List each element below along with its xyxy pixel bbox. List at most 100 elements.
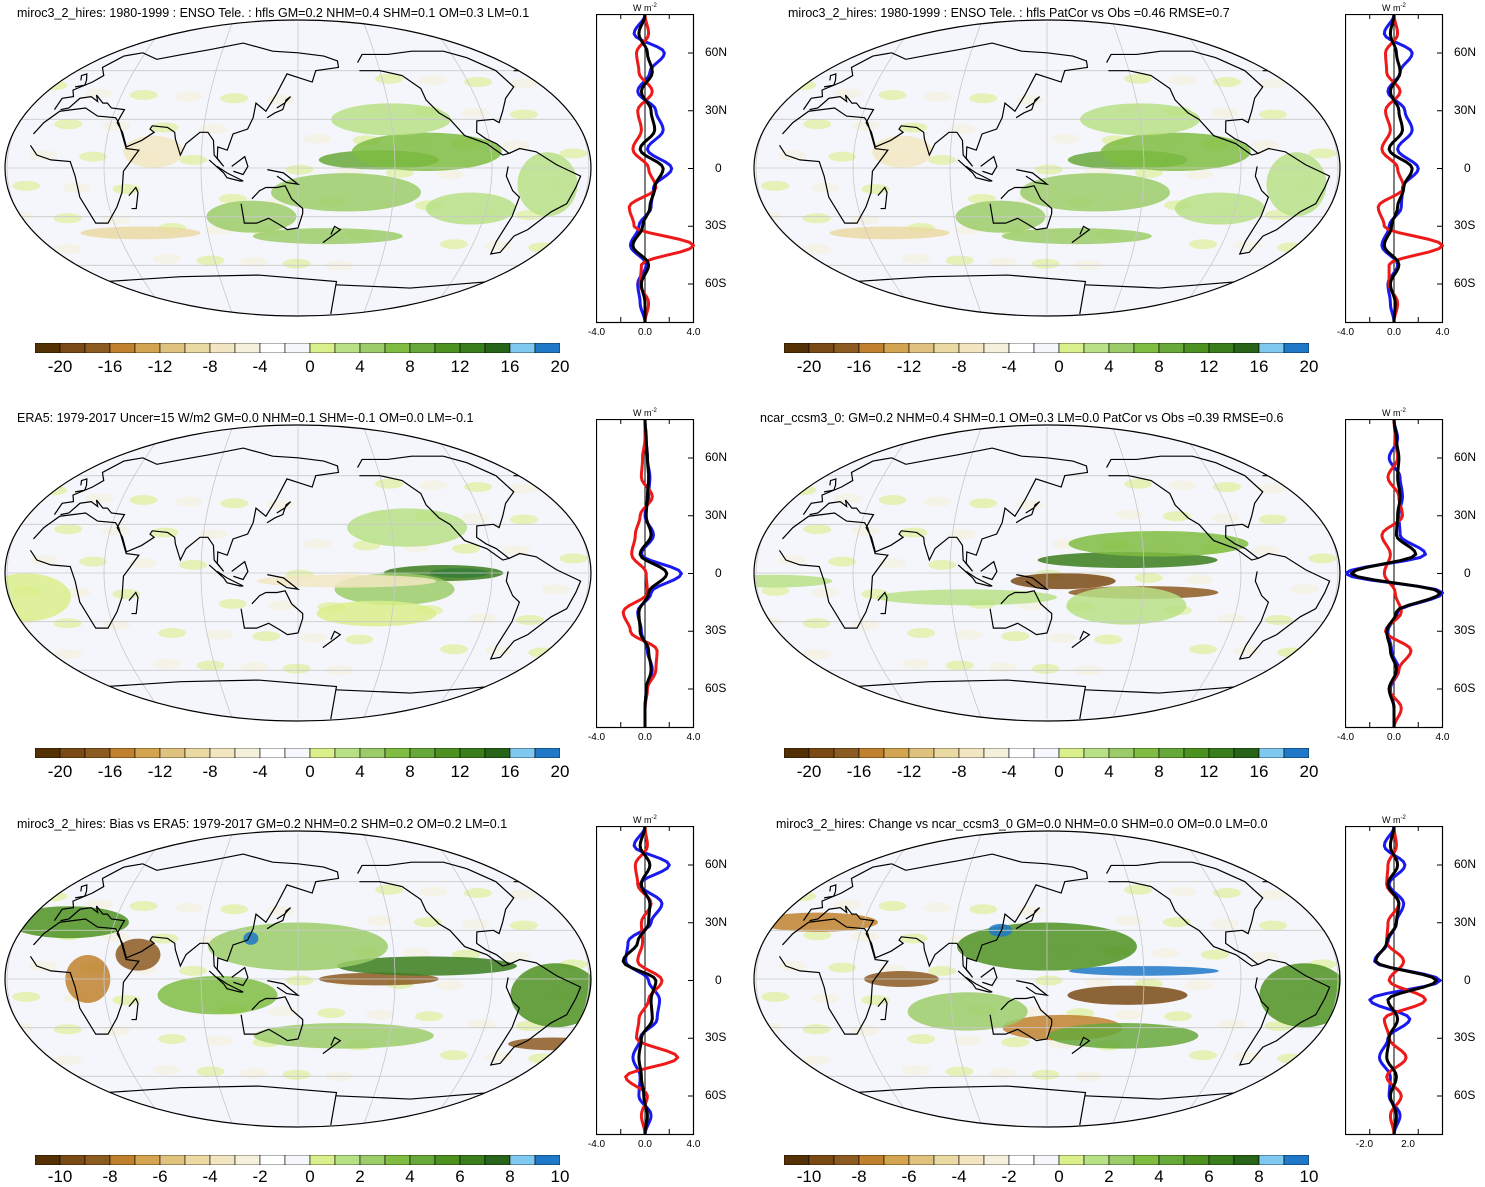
colorbar-swatch <box>958 342 985 354</box>
anomaly-patch <box>928 559 957 570</box>
colorbar-swatch <box>1258 1154 1285 1166</box>
anomaly-patch <box>198 124 227 135</box>
colorbar-swatch <box>883 342 910 354</box>
coastline <box>877 591 888 615</box>
colorbar-swatch <box>1158 342 1185 354</box>
colorbar-swatch <box>59 342 86 354</box>
zonal-series-blue <box>628 14 674 323</box>
colorbar-tick-label: 4 <box>1154 1167 1164 1186</box>
anomaly-patch <box>1266 152 1327 217</box>
colorbar-tick-label: -2 <box>252 1167 268 1186</box>
anomaly-patch <box>501 951 530 962</box>
anomaly-patch <box>988 1068 1017 1079</box>
colorbar-swatch <box>833 1154 860 1166</box>
map-border <box>4 424 592 722</box>
coastline <box>128 591 139 615</box>
anomaly-patch <box>239 662 268 673</box>
anomaly-patch <box>351 132 502 171</box>
coastline <box>828 442 848 460</box>
anomaly-patch <box>220 93 249 104</box>
x-tick-label: 0.0 <box>638 732 652 743</box>
colorbar-tick-label: -2 <box>1001 1167 1017 1186</box>
zonal-series-black <box>1374 826 1438 1135</box>
anomaly-patch <box>907 992 1028 1031</box>
anomaly-patch <box>1048 1022 1199 1049</box>
anomaly-patch <box>158 628 187 639</box>
colorbar-swatch <box>84 747 111 759</box>
anomaly-patch <box>266 905 295 916</box>
graticule-line <box>852 426 917 720</box>
zonal-series-black <box>1350 419 1442 728</box>
anomaly-patch <box>1216 1019 1245 1030</box>
colorbar <box>783 340 1310 358</box>
anomaly-patch <box>252 228 403 245</box>
anomaly-patch <box>1168 886 1197 897</box>
coastline <box>489 552 582 660</box>
x-tick-label: 0.0 <box>638 327 652 338</box>
anomaly-patch <box>179 154 208 165</box>
anomaly-patch <box>1258 78 1287 89</box>
coastline <box>989 590 1053 636</box>
coastline <box>778 512 889 629</box>
anomaly-patch <box>220 498 249 509</box>
world-map <box>3 18 593 318</box>
anomaly-patch <box>205 1035 234 1046</box>
anomaly-patch <box>1115 915 1144 926</box>
anomaly-patch <box>129 90 158 100</box>
colorbar-swatch <box>808 1154 835 1166</box>
anomaly-patch <box>419 886 448 897</box>
colorbar-swatch <box>933 747 960 759</box>
anomaly-patch <box>1258 889 1287 900</box>
anomaly-patch <box>463 77 492 88</box>
colorbar-swatch <box>484 1154 511 1166</box>
units-text: W m <box>633 815 652 825</box>
colorbar-tick-label: 12 <box>450 357 470 376</box>
coastline <box>79 848 99 866</box>
anomaly-patch <box>239 1068 268 1079</box>
anomaly-patch <box>179 559 208 570</box>
colorbar-swatch <box>1233 342 1260 354</box>
anomaly-patch <box>811 182 840 193</box>
coastline <box>1106 50 1264 156</box>
colorbar-tick-label: 4 <box>405 1167 415 1186</box>
latitude-label: 0 <box>715 160 722 175</box>
anomaly-patch <box>5 573 72 622</box>
zonal-series-black <box>637 419 669 728</box>
coastline <box>1016 980 1050 997</box>
colorbar-swatch <box>534 1154 561 1166</box>
anomaly-patch <box>811 993 840 1004</box>
coastline <box>1016 574 1050 591</box>
anomaly-patch <box>347 508 468 547</box>
anomaly-patch <box>528 647 557 658</box>
colorbar-swatch <box>509 342 536 354</box>
colorbar-swatch <box>783 1154 810 1166</box>
coastline <box>357 861 515 967</box>
anomaly-patch <box>268 1006 297 1017</box>
colorbar-tick-label: -10 <box>796 1167 822 1186</box>
anomaly-patch <box>53 213 82 224</box>
panel-title: miroc3_2_hires: 1980-1999 : ENSO Tele. :… <box>17 6 530 20</box>
coastline <box>1016 169 1050 186</box>
anomaly-patch <box>129 901 158 911</box>
colorbar-tick-label: -8 <box>951 762 967 781</box>
colorbar-swatch <box>1283 1154 1310 1166</box>
colorbar-swatch <box>1108 747 1135 759</box>
anomaly-patch <box>1258 514 1287 525</box>
colorbar-tick-label: 2 <box>355 1167 365 1186</box>
coastline <box>823 478 837 493</box>
anomaly-patch <box>282 258 311 269</box>
graticule-line <box>949 832 982 1126</box>
latitude-label: 30S <box>705 623 727 638</box>
world-map <box>3 423 593 723</box>
latitude-label: 60N <box>705 857 728 871</box>
x-tick-label: 0.0 <box>638 1139 652 1150</box>
anomaly-patch <box>861 995 890 1006</box>
coastline <box>29 918 140 1035</box>
anomaly-patch <box>1308 148 1337 159</box>
coastline <box>266 96 292 119</box>
anomaly-patch <box>102 525 131 536</box>
coastline <box>29 107 140 224</box>
anomaly-patch <box>1250 951 1279 962</box>
colorbar-swatch <box>1133 342 1160 354</box>
coastline <box>1071 630 1091 649</box>
